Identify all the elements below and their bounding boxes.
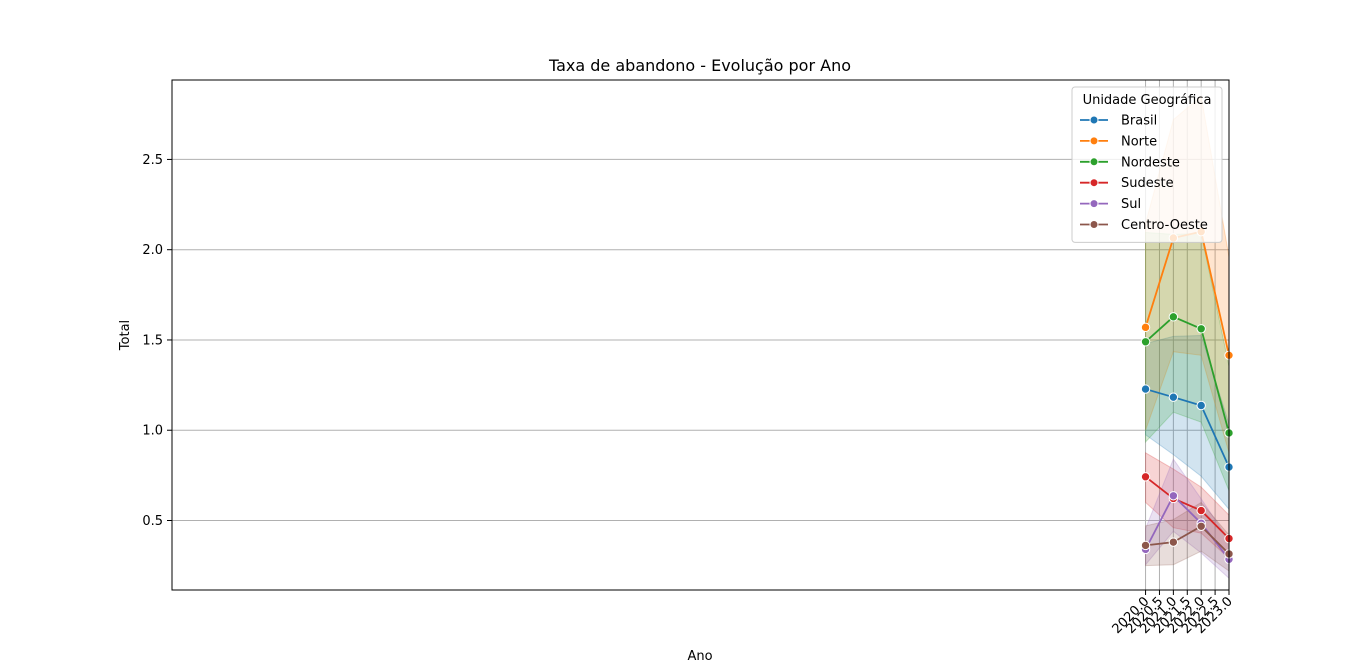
- point-centro-oeste: [1168, 537, 1179, 547]
- chart-title: Taxa de abandono - Evolução por Ano: [548, 56, 851, 75]
- legend-label-centro-oeste: Centro-Oeste: [1121, 218, 1208, 233]
- y-axis-label: Total: [118, 320, 133, 351]
- point-sul: [1168, 491, 1179, 501]
- y-tick-label: 0.5: [142, 514, 163, 529]
- legend-title: Unidade Geográfica: [1083, 93, 1212, 108]
- point-centro-oeste: [1140, 540, 1151, 551]
- y-axis: 0.5 1.0 1.5 2.0 2.5: [142, 153, 172, 529]
- point-brasil: [1196, 400, 1206, 411]
- line-brasil: [1145, 388, 1230, 468]
- point-sudeste: [1140, 472, 1151, 482]
- legend-label-sul: Sul: [1121, 197, 1141, 212]
- legend-label-norte: Norte: [1121, 134, 1157, 149]
- plot-area-frame: [171, 79, 1230, 591]
- line-sudeste: [1144, 476, 1230, 540]
- y-tick-label: 1.5: [142, 333, 163, 348]
- legend-label-nordeste: Nordeste: [1121, 155, 1180, 170]
- legend-marker-norte: [1089, 136, 1099, 146]
- y-tick-label: 2.0: [142, 243, 163, 258]
- legend-label-brasil: Brasil: [1121, 114, 1157, 129]
- x-axis-label: Ano: [687, 649, 712, 663]
- legend-marker-sul: [1089, 199, 1099, 209]
- legend-marker-sudeste: [1089, 178, 1099, 188]
- point-nordeste: [1168, 312, 1179, 322]
- legend-label-sudeste: Sudeste: [1121, 176, 1174, 191]
- point-nordeste: [1140, 337, 1151, 347]
- legend-marker-centro-oeste: [1089, 220, 1099, 229]
- line-nordeste: [1144, 315, 1230, 434]
- legend-frame: [1071, 86, 1223, 243]
- point-nordeste: [1196, 324, 1206, 334]
- line-centro-oeste: [1145, 525, 1230, 555]
- point-norte: [1140, 322, 1151, 333]
- point-sudeste: [1196, 505, 1206, 516]
- legend: Unidade Geográfica Brasil Norte Nordeste Sud…: [1071, 86, 1223, 243]
- point-brasil: [1168, 392, 1179, 402]
- legend-marker-brasil: [1089, 115, 1099, 125]
- legend-marker-nordeste: [1089, 157, 1099, 167]
- point-brasil: [1140, 384, 1151, 394]
- y-tick-label: 1.0: [142, 424, 163, 439]
- y-tick-label: 2.5: [142, 153, 163, 168]
- point-centro-oeste: [1196, 521, 1206, 531]
